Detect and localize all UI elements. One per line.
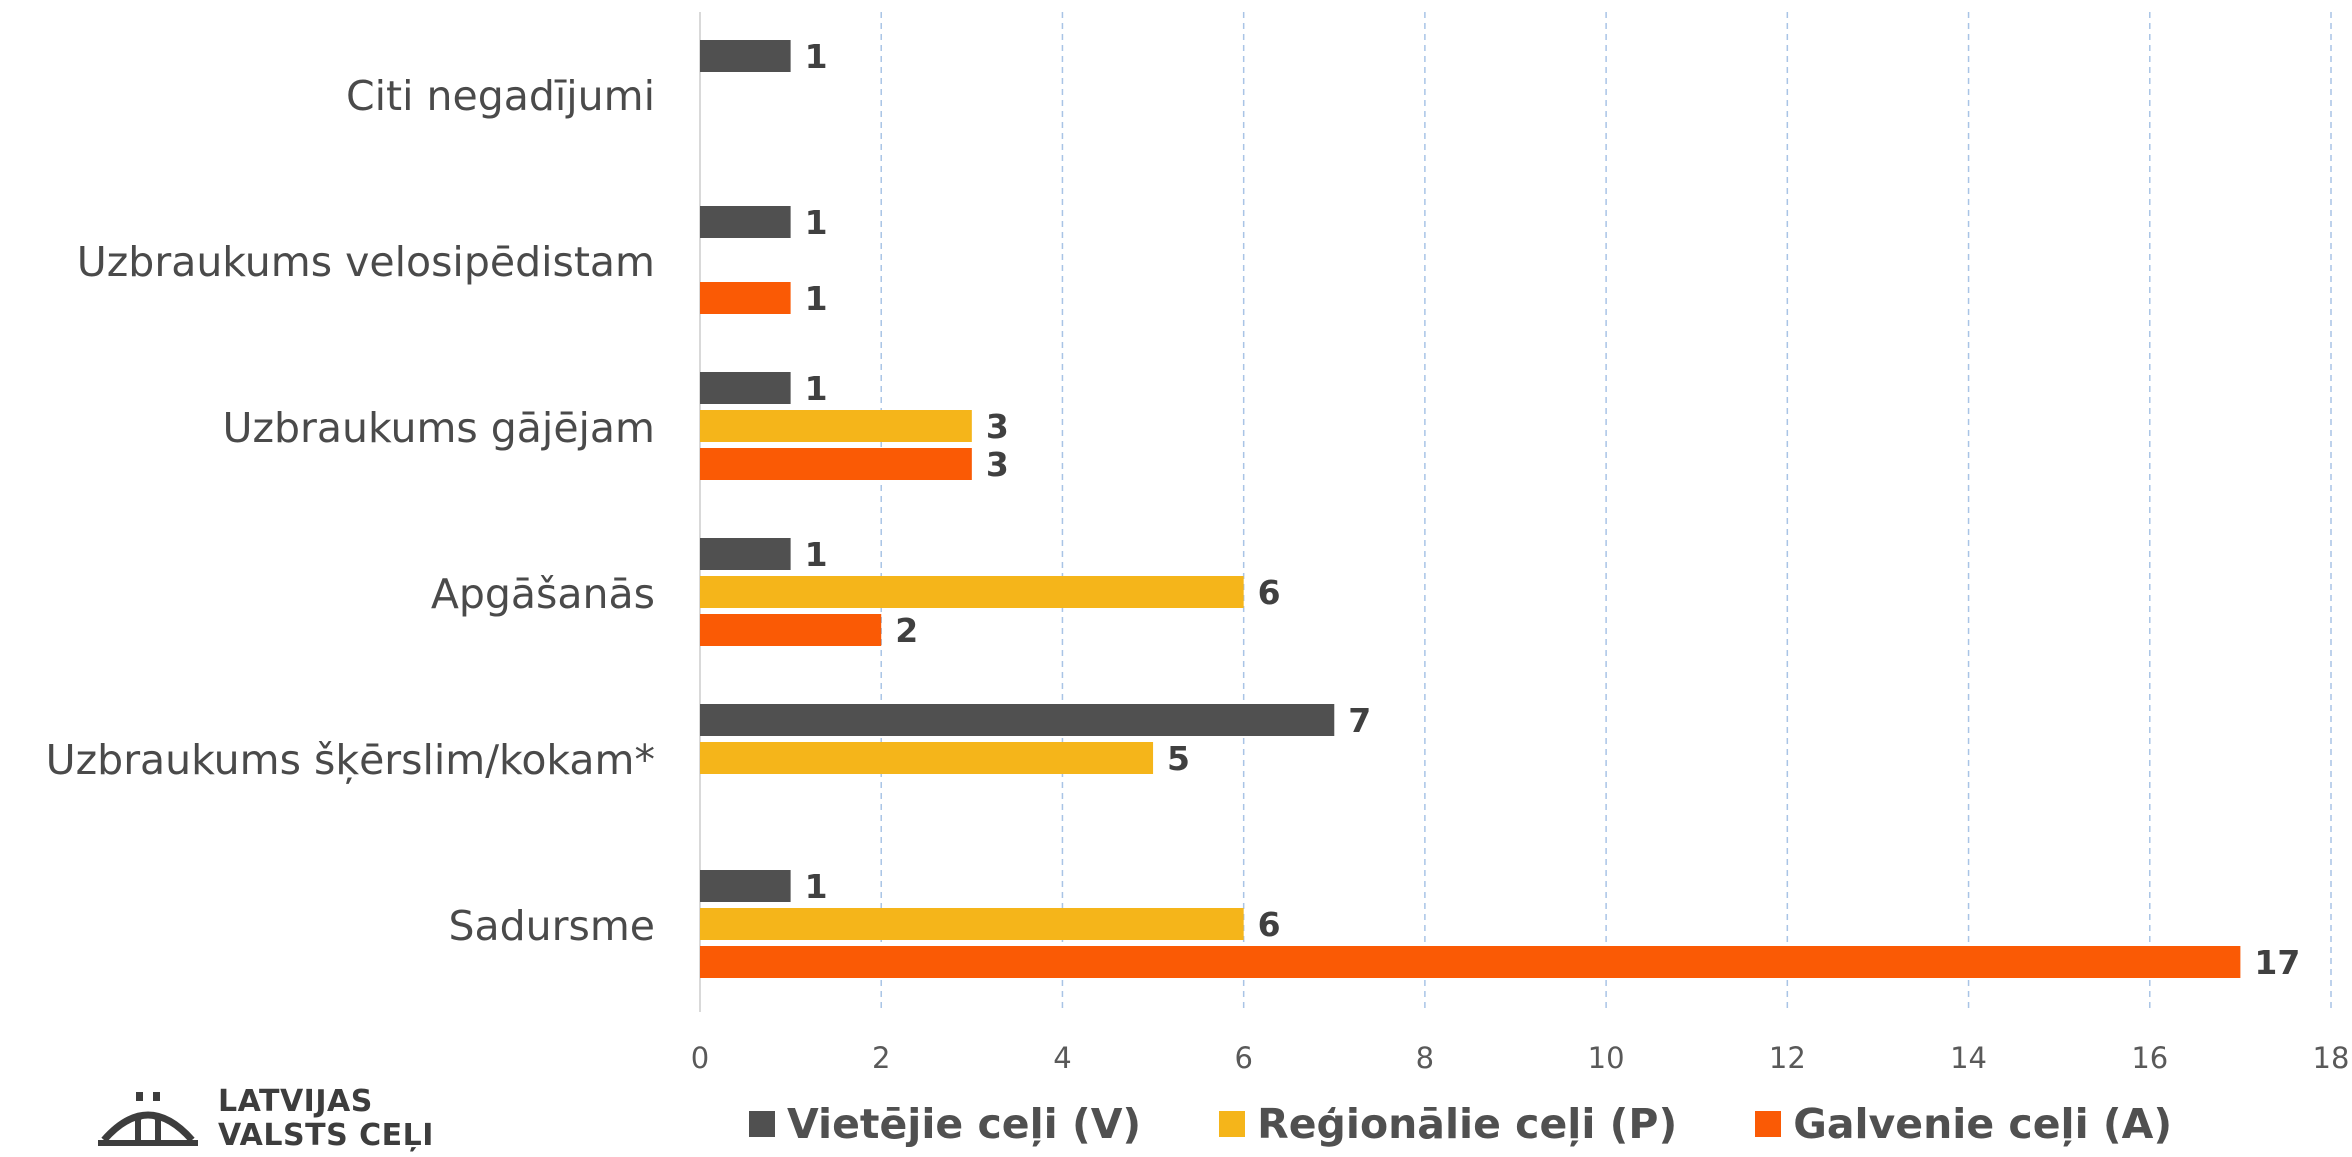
bar-vietejie <box>700 40 791 72</box>
category-label: Uzbraukums gājējam <box>222 404 655 452</box>
tick-label-16: 16 <box>2131 1041 2168 1075</box>
logo: LATVIJAS VALSTS CEĻI <box>98 1085 434 1153</box>
value-label: 3 <box>986 407 1009 446</box>
value-label: 2 <box>895 611 918 650</box>
legend-swatch-vietejie <box>749 1111 775 1137</box>
bar-vietejie <box>700 870 791 902</box>
bars <box>700 40 2241 978</box>
value-label: 3 <box>986 445 1009 484</box>
value-label: 1 <box>805 279 828 318</box>
value-labels: 1 1 1 1 33 1 6 2 7 5 1 6 17 <box>805 37 2301 982</box>
tick-label-0: 0 <box>691 1041 709 1075</box>
legend-item-regionalie: Reģionālie ceļi (P) <box>1219 1100 1677 1148</box>
tick-label-14: 14 <box>1950 1041 1987 1075</box>
category-labels: Citi negadījumi Uzbraukums velosipēdistam… <box>46 72 655 950</box>
value-label: 1 <box>805 535 828 574</box>
category-label: Uzbraukums šķērslim/kokam* <box>46 736 655 784</box>
value-label: 6 <box>1258 905 1281 944</box>
value-label: 1 <box>805 867 828 906</box>
logo-text: LATVIJAS VALSTS CEĻI <box>218 1085 434 1153</box>
legend-label-regionalie: Reģionālie ceļi (P) <box>1257 1100 1678 1148</box>
legend-swatch-regionalie <box>1219 1111 1246 1137</box>
category-label: Sadursme <box>448 902 655 950</box>
bar-regionalie <box>700 908 1244 940</box>
tick-label-2: 2 <box>872 1041 890 1075</box>
grid-lines <box>699 12 2332 1012</box>
tick-label-4: 4 <box>1053 1041 1071 1075</box>
value-label: 5 <box>1167 739 1190 778</box>
category-label: Apgāšanās <box>431 570 655 618</box>
tick-label-10: 10 <box>1588 1041 1625 1075</box>
legend: Vietējie ceļi (V) Reģionālie ceļi (P) Ga… <box>749 1100 2250 1148</box>
tick-label-8: 8 <box>1416 1041 1434 1075</box>
bar-vietejie <box>700 206 791 238</box>
road-bridge-logo-icon <box>98 1092 198 1146</box>
logo-line2: VALSTS CEĻI <box>218 1118 434 1153</box>
value-label: 1 <box>805 203 828 242</box>
category-label: Uzbraukums velosipēdistam <box>77 238 655 286</box>
bar-regionalie <box>700 410 972 442</box>
bar-regionalie <box>700 742 1154 774</box>
bar-vietejie <box>700 704 1335 736</box>
legend-swatch-galvenie <box>1755 1111 1782 1137</box>
bar-galvenie <box>700 282 791 314</box>
value-label: 6 <box>1258 573 1281 612</box>
category-label: Citi negadījumi <box>346 72 655 120</box>
value-label: 1 <box>805 369 828 408</box>
value-label: 7 <box>1348 701 1371 740</box>
logo-line1: LATVIJAS <box>218 1084 373 1119</box>
bar-galvenie <box>700 614 882 646</box>
value-label: 17 <box>2254 943 2300 982</box>
legend-item-vietejie: Vietējie ceļi (V) <box>749 1100 1141 1148</box>
legend-label-vietejie: Vietējie ceļi (V) <box>787 1100 1142 1148</box>
legend-label-galvenie: Galvenie ceļi (A) <box>1793 1100 2173 1148</box>
bar-regionalie <box>700 576 1244 608</box>
x-axis-ticks: 0 2 4 6 8 10 12 14 16 18 <box>691 1041 2350 1075</box>
tick-label-6: 6 <box>1234 1041 1252 1075</box>
value-label: 1 <box>805 37 828 76</box>
tick-label-12: 12 <box>1769 1041 1806 1075</box>
bar-vietejie <box>700 538 791 570</box>
tick-label-18: 18 <box>2313 1041 2350 1075</box>
bar-galvenie <box>700 946 2241 978</box>
bar-galvenie <box>700 448 972 480</box>
bar-vietejie <box>700 372 791 404</box>
legend-item-galvenie: Galvenie ceļi (A) <box>1755 1100 2172 1148</box>
